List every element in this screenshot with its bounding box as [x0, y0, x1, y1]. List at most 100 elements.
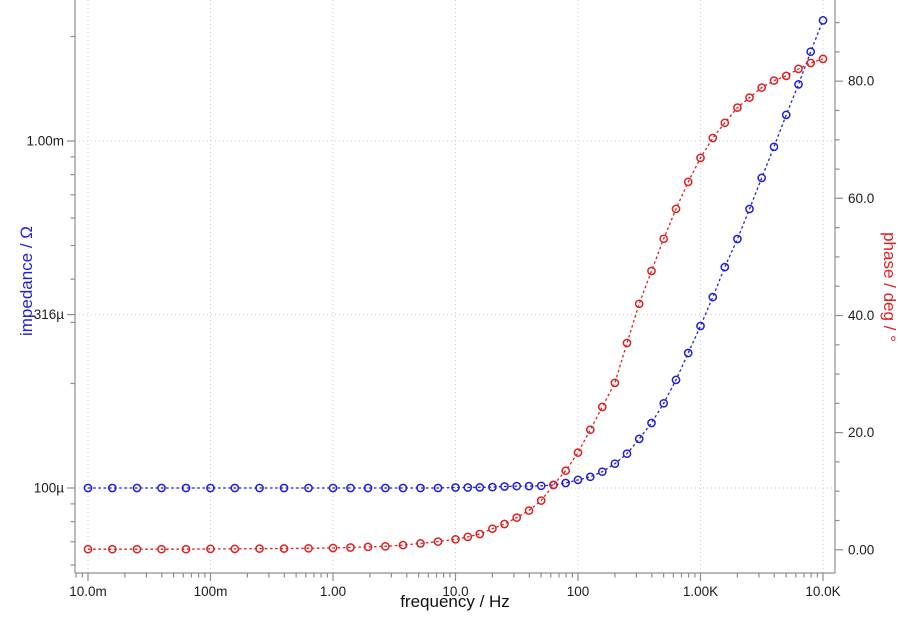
data-point-marker — [132, 544, 142, 554]
phase-tick-label: 80.0 — [848, 74, 874, 89]
data-point-marker — [585, 472, 595, 482]
data-point-marker — [806, 58, 816, 68]
data-point-marker — [157, 483, 166, 493]
data-point-marker — [107, 483, 117, 493]
data-point-marker — [524, 481, 534, 491]
x-tick-label: 10.0K — [805, 584, 840, 599]
data-point-marker — [733, 234, 742, 244]
data-point-marker — [230, 544, 240, 554]
data-point-marker — [634, 434, 644, 444]
x-tick-label: 1.00K — [683, 584, 718, 599]
data-point-marker — [363, 483, 373, 493]
data-point-marker — [683, 177, 693, 187]
x-tick-label: 100m — [194, 584, 228, 599]
gridlines — [75, 0, 835, 573]
data-point-marker — [561, 478, 571, 488]
data-point-marker — [255, 544, 264, 553]
data-point-marker — [346, 543, 355, 552]
x-tick-label: 1.00 — [320, 584, 346, 599]
data-point-marker — [647, 418, 656, 428]
impedance-tick-label: 1.00m — [26, 134, 64, 149]
data-point-marker — [381, 541, 390, 551]
data-point-marker — [659, 398, 669, 408]
data-point-marker — [622, 449, 632, 459]
data-point-marker — [549, 480, 558, 490]
data-point-marker — [328, 483, 338, 493]
data-point-marker — [488, 524, 497, 534]
data-point-marker — [328, 543, 338, 553]
data-point-marker — [512, 513, 522, 522]
data-point-marker — [451, 483, 460, 492]
data-point-marker — [500, 482, 509, 491]
data-point-marker — [451, 534, 460, 544]
data-point-marker — [818, 54, 828, 64]
phase-tick-label: 0.00 — [848, 542, 874, 557]
phase-tick-label: 40.0 — [848, 308, 874, 323]
data-point-marker — [433, 537, 443, 546]
data-point-marker — [659, 234, 669, 244]
data-point-marker — [475, 529, 485, 539]
data-point-marker — [622, 338, 632, 348]
data-point-marker — [398, 540, 408, 550]
data-point-marker — [757, 83, 767, 92]
data-point-marker — [769, 142, 779, 152]
data-point-marker — [304, 483, 313, 493]
data-point-marker — [363, 542, 373, 552]
data-point-marker — [181, 483, 191, 493]
data-point-marker — [500, 519, 509, 529]
x-tick-label: 10.0 — [442, 584, 468, 599]
data-point-marker — [83, 544, 93, 554]
data-point-marker — [733, 103, 742, 112]
data-point-marker — [794, 64, 803, 74]
data-point-marker — [279, 544, 289, 553]
data-point-marker — [488, 482, 497, 492]
data-point-marker — [720, 118, 730, 128]
data-point-marker — [708, 133, 718, 143]
data-point-marker — [279, 483, 289, 493]
data-point-marker — [585, 425, 595, 435]
x-tick-label: 10.0m — [69, 584, 107, 599]
data-point-marker — [806, 47, 816, 57]
impedance-tick-label: 316µ — [34, 307, 65, 322]
data-point-marker — [634, 299, 644, 309]
data-point-marker — [416, 483, 425, 493]
data-point-marker — [610, 378, 620, 388]
data-point-marker — [346, 483, 355, 493]
data-point-marker — [433, 483, 443, 493]
data-point-marker — [398, 483, 408, 493]
data-point-marker — [512, 481, 522, 491]
data-point-marker — [696, 321, 705, 331]
data-point-marker — [573, 448, 583, 457]
tick-labels: 10.0m 100m 1.00 10.0 100 1.00K 10.0K 100µ 316µ 1.… — [26, 74, 874, 599]
impedance-curve — [83, 16, 828, 493]
data-point-marker — [206, 544, 215, 554]
data-point-marker — [745, 93, 754, 102]
data-point-marker — [107, 544, 117, 554]
axis-ticks — [67, 22, 843, 581]
data-point-marker — [536, 496, 546, 505]
data-point-marker — [157, 544, 166, 554]
x-axis-title: frequency / Hz — [400, 592, 510, 611]
data-point-marker — [573, 475, 583, 485]
right-axis-title: phase / deg / ° — [880, 232, 899, 342]
data-point-marker — [794, 80, 803, 89]
data-point-marker — [647, 266, 656, 276]
data-point-marker — [416, 539, 425, 548]
x-tick-label: 100 — [567, 584, 590, 599]
data-point-marker — [475, 483, 485, 492]
data-point-marker — [757, 173, 767, 183]
data-point-marker — [720, 262, 730, 272]
data-point-marker — [206, 483, 215, 493]
data-point-marker — [561, 466, 571, 476]
data-point-marker — [696, 153, 705, 163]
data-point-marker — [536, 481, 546, 491]
data-point-marker — [708, 292, 718, 302]
data-point-marker — [230, 483, 240, 493]
left-axis-title: impedance / Ω — [17, 225, 36, 337]
data-point-marker — [304, 543, 313, 553]
data-point-marker — [463, 532, 473, 542]
data-point-marker — [524, 506, 534, 515]
data-point-marker — [745, 204, 754, 214]
